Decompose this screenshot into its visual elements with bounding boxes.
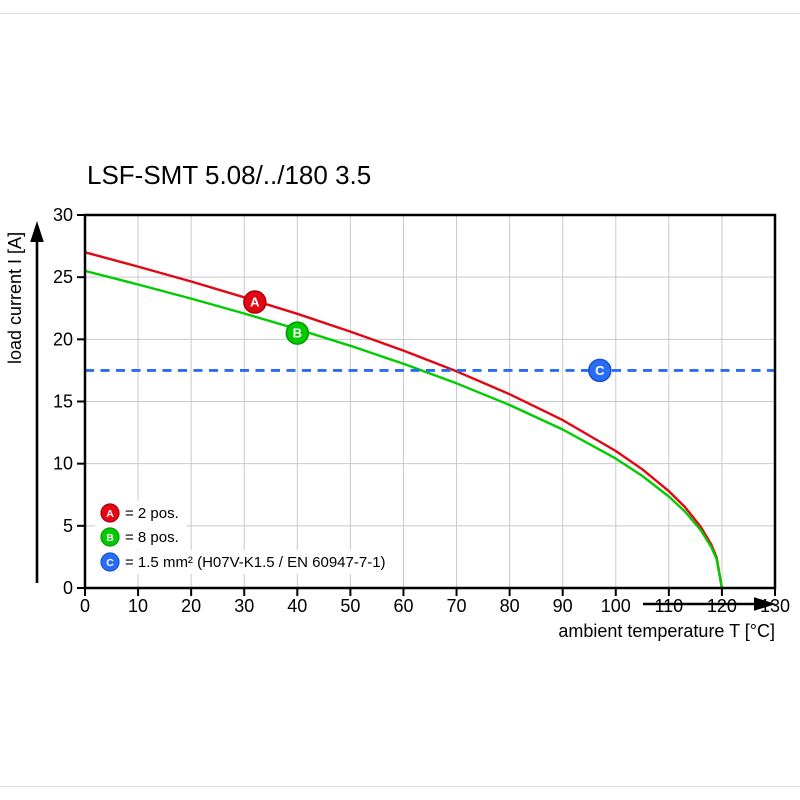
x-tick-label: 0 [80,596,90,616]
legend-row-c: C = 1.5 mm² (H07V-K1.5 / EN 60947-7-1) [95,550,394,574]
bottom-divider [0,786,800,787]
y-tick-label: 25 [53,267,73,287]
legend-marker-letter: C [106,557,114,569]
legend-marker-c [100,552,120,572]
top-divider [0,13,800,14]
x-tick-label: 50 [340,596,360,616]
y-tick-label: 30 [53,205,73,225]
legend-label: = 2 pos. [125,505,179,522]
legend-row-a: A = 2 pos. [95,501,187,525]
tick-layer: 0 10 20 30 40 50 60 70 80 90 100 110 120 130 0 5 10 15 20 2… [53,205,790,616]
y-axis-arrow [30,221,44,583]
x-axis-arrow [643,597,776,611]
legend-marker-letter: B [106,532,114,544]
x-tick-label: 30 [234,596,254,616]
marker-b-letter: B [293,326,302,341]
marker-b: B [285,321,310,345]
marker-b-circle [285,321,310,345]
series-a-curve [84,251,724,589]
marker-a-circle [243,290,267,314]
legend-row-bg [95,550,394,574]
chart-title: LSF-SMT 5.08/../180 3.5 [87,160,372,190]
x-tick-label: 60 [393,596,413,616]
y-tick-label: 15 [53,392,73,412]
marker-c-circle [588,358,612,383]
marker-c-letter: C [595,363,605,378]
x-tick-label: 40 [287,596,307,616]
marker-layer: A B C [243,290,612,383]
plot-frame [83,213,777,590]
x-tick-label: 110 [654,596,683,616]
legend-marker-letter: A [106,508,114,520]
legend-row-b: B = 8 pos. [95,525,187,549]
y-tick-label: 0 [63,578,73,598]
legend-label: = 8 pos. [125,529,179,546]
y-axis-title: load current I [A] [5,232,25,364]
series-layer [84,251,775,589]
x-tick-label: 130 [760,596,790,616]
x-tick-label: 20 [181,596,201,616]
y-tick-label: 20 [53,329,73,349]
marker-c: C [588,358,612,383]
series-b-curve [84,269,724,589]
x-tick-label: 80 [500,596,520,616]
x-tick-label: 90 [553,596,573,616]
x-tick-label: 100 [601,596,631,616]
y-tick-label: 10 [53,454,73,474]
x-tick-label: 10 [128,596,148,616]
y-axis-arrowhead [30,221,44,242]
legend-marker-a [100,503,120,523]
legend-marker-b [100,527,120,547]
y-tick-label: 5 [63,516,73,536]
marker-a: A [243,290,267,314]
legend-label: = 1.5 mm² (H07V-K1.5 / EN 60947-7-1) [125,554,386,571]
x-tick-label: 70 [447,596,467,616]
marker-a-letter: A [250,295,260,310]
x-axis-arrowhead [754,597,776,611]
grid-layer [85,214,776,588]
frame-layer [83,213,777,590]
x-axis-title: ambient temperature T [°C] [558,621,775,641]
x-tick-label: 120 [707,596,737,616]
legend: A = 2 pos. B = 8 pos. C = 1.5 mm² (H07V-K1.5 … [95,501,394,574]
